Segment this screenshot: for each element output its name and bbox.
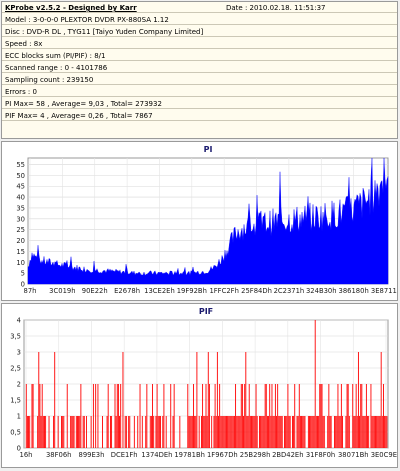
info-scanned-range: Scanned range : 0 - 4101786 [2, 62, 397, 73]
x-tick-label: 1F967Dh [207, 451, 238, 459]
info-pi-stats: PI Max= 58 , Average= 9,03 , Total= 2739… [2, 98, 397, 109]
x-tick-label: 3C019h [49, 287, 75, 295]
x-tick-label: 2BD42Eh [272, 451, 303, 459]
y-tick-label: 45 [16, 183, 25, 191]
x-tick-label: 386180h [339, 287, 369, 295]
app-title: KProbe v2.5.2 - Designed by Karr [5, 4, 137, 12]
chart-title: PI [204, 145, 213, 154]
x-tick-label: 324B30h [306, 287, 337, 295]
y-tick-label: 0 [17, 445, 21, 453]
y-tick-label: 35 [16, 204, 25, 212]
x-tick-label: E2678h [114, 287, 140, 295]
info-panel: KProbe v2.5.2 - Designed by Karr Date : … [1, 1, 398, 139]
y-tick-label: 5 [21, 270, 25, 278]
info-speed: Speed : 8x [2, 38, 397, 49]
y-tick-label: 1 [17, 413, 21, 421]
y-tick-label: 4 [17, 317, 21, 325]
scan-date: Date : 2010.02.18. 11:51:37 [226, 4, 326, 12]
chart-title: PIF [199, 307, 213, 316]
x-tick-label: 38071Bh [338, 451, 369, 459]
x-tick-label: 19F92Bh [177, 287, 207, 295]
x-tick-label: 25F84Dh [241, 287, 272, 295]
pi-chart: PI 0 5 10 15 20 25 30 35 40 45 50 55 87h 3C019h 90E22h E… [16, 145, 400, 295]
info-pif-stats: PIF Max= 4 , Average= 0,26 , Total= 7867 [2, 110, 397, 121]
y-tick-label: 2 [17, 381, 21, 389]
x-tick-label: DCE1Fh [111, 451, 138, 459]
x-tick-label: 13CE2Eh [144, 287, 175, 295]
y-tick-label: 2,5 [10, 365, 21, 373]
x-tick-label: 25B298h [240, 451, 271, 459]
y-tick-label: 55 [16, 161, 25, 169]
info-errors: Errors : 0 [2, 86, 397, 97]
y-tick-label: 50 [16, 172, 25, 180]
y-tick-label: 0,5 [10, 429, 21, 437]
info-model: Model : 3-0-0-0 PLEXTOR DVDR PX-880SA 1.… [2, 14, 397, 25]
y-tick-label: 15 [16, 248, 25, 256]
y-tick-label: 3 [17, 349, 21, 357]
info-sampling-count: Sampling count : 239150 [2, 74, 397, 85]
pif-chart: PIF 0 0,5 1 1,5 2 2,5 3 3,5 4 16h 38F06h 899E3h DCE1F… [10, 307, 400, 459]
y-tick-label: 0 [21, 281, 25, 289]
x-tick-label: 2C2371h [274, 287, 305, 295]
x-tick-label: 3E0C9Eh [371, 451, 397, 459]
pi-series-area [27, 157, 389, 285]
x-tick-label: 31F8F0h [306, 451, 335, 459]
x-tick-label: 3E8711h [371, 287, 397, 295]
y-tick-label: 25 [16, 226, 25, 234]
y-tick-label: 10 [16, 259, 25, 267]
x-tick-label: 1374DEh [141, 451, 172, 459]
x-tick-label: 1FFC2Fh [209, 287, 238, 295]
y-tick-label: 1,5 [10, 397, 21, 405]
pi-chart-panel: PI 0 5 10 15 20 25 30 35 40 45 50 55 87h 3C019h 90E22h E… [1, 141, 400, 301]
x-tick-label: 38F06h [46, 451, 72, 459]
y-tick-label: 3,5 [10, 333, 21, 341]
info-ecc-blocks: ECC blocks sum (PI/PIF) : 8/1 [2, 50, 397, 61]
y-tick-label: 20 [16, 237, 25, 245]
x-tick-label: 16h [20, 451, 33, 459]
x-tick-label: 899E3h [79, 451, 105, 459]
y-tick-label: 40 [16, 194, 25, 202]
x-tick-label: 87h [24, 287, 37, 295]
x-tick-label: 90E22h [82, 287, 108, 295]
pif-chart-panel: PIF 0 0,5 1 1,5 2 2,5 3 3,5 4 16h 38F06h 899E3h DCE1F… [1, 303, 400, 468]
y-tick-label: 30 [16, 215, 25, 223]
info-disc: Disc : DVD-R DL , TYG11 [Taiyo Yuden Com… [2, 26, 397, 37]
header-row: KProbe v2.5.2 - Designed by Karr Date : … [2, 2, 397, 13]
x-tick-label: 19781Bh [174, 451, 205, 459]
